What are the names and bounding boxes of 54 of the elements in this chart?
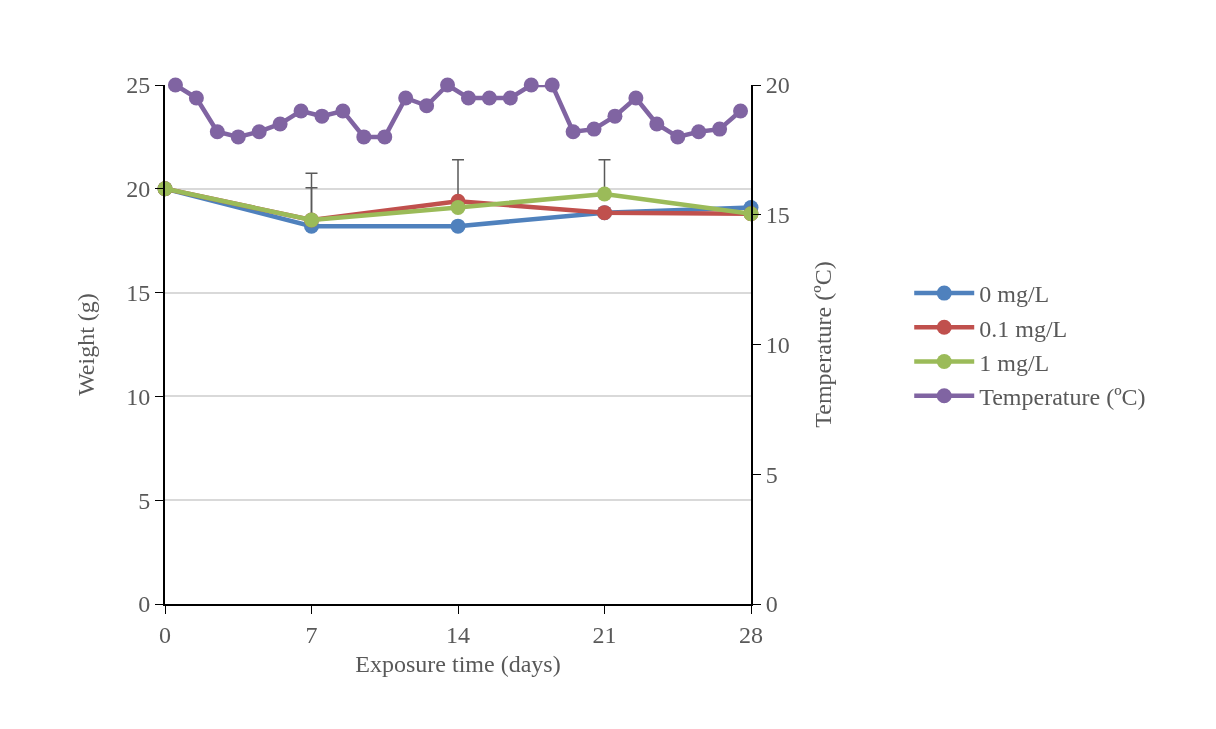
point — [293, 103, 309, 119]
point — [356, 129, 372, 145]
point — [209, 124, 225, 140]
y2-tick-label: 15 — [765, 202, 790, 229]
point — [628, 90, 644, 106]
legend-label: 0 mg/L — [979, 281, 1050, 308]
point — [188, 90, 204, 106]
x-tick-label: 14 — [446, 621, 470, 648]
point — [670, 129, 686, 145]
point — [649, 116, 665, 132]
point — [523, 77, 539, 93]
legend-label: 0.1 mg/L — [979, 315, 1068, 342]
point — [481, 90, 497, 106]
point — [597, 186, 612, 202]
point — [712, 121, 728, 137]
point — [398, 90, 414, 106]
y2-tick-label: 20 — [765, 72, 790, 99]
x-tick-label: 0 — [159, 621, 171, 648]
point — [460, 90, 476, 106]
y2-tick-label: 5 — [765, 461, 778, 488]
point — [450, 218, 466, 234]
point — [565, 124, 581, 140]
x-axis-title: Exposure time (days) — [355, 650, 561, 677]
point — [335, 103, 351, 119]
x-tick-label: 21 — [592, 621, 617, 648]
point — [167, 77, 183, 93]
point — [586, 121, 602, 137]
y-tick-label: 0 — [138, 591, 151, 618]
y-tick-label: 5 — [138, 487, 151, 514]
point — [314, 108, 330, 124]
legend-label: Temperature (ºC) — [979, 384, 1146, 411]
legend-label: 1 mg/L — [979, 349, 1050, 376]
point — [733, 103, 749, 119]
point — [251, 124, 267, 140]
point — [607, 108, 623, 124]
y2-tick-label: 10 — [765, 331, 790, 358]
point — [272, 116, 288, 132]
point — [544, 77, 560, 93]
x-tick-label: 7 — [305, 621, 318, 648]
y-axis-title: Weight (g) — [72, 293, 99, 396]
y-tick-label: 15 — [126, 280, 151, 306]
point — [230, 129, 246, 145]
y2-axis-title: Temperature (ºC) — [809, 261, 836, 428]
point — [440, 77, 456, 93]
y-tick-label: 20 — [126, 176, 151, 203]
x-tick-label: 28 — [739, 621, 763, 648]
point — [691, 124, 707, 140]
y2-tick-label: 0 — [765, 591, 778, 618]
y-tick-label: 10 — [126, 383, 151, 410]
y-tick-label: 25 — [126, 72, 151, 99]
point — [377, 129, 393, 145]
point — [502, 90, 518, 106]
point — [450, 199, 466, 215]
point — [419, 98, 435, 114]
